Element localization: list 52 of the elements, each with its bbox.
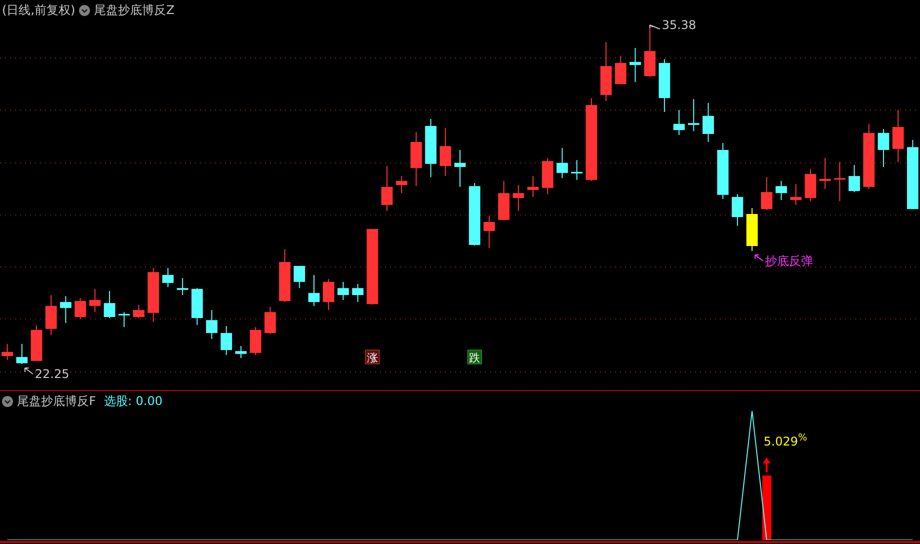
- candlestick: [848, 164, 860, 193]
- candlestick: [294, 265, 306, 289]
- candlestick: [322, 278, 334, 311]
- candlestick: [206, 310, 218, 340]
- candlestick: [484, 216, 495, 249]
- text: 22.25: [34, 367, 70, 381]
- chart-title: (日线,前复权): [2, 2, 76, 19]
- candlestick: [892, 109, 904, 163]
- candlestick: [732, 194, 744, 226]
- candlestick: [527, 176, 539, 198]
- candlestick: [454, 149, 466, 188]
- candlestick: [60, 296, 72, 324]
- candlestick: [74, 297, 86, 320]
- candlestick: [104, 290, 116, 319]
- candlestick: [556, 147, 568, 179]
- candlestick: [235, 345, 247, 359]
- chart-subtitle: 选股: 0.00: [104, 393, 162, 410]
- candlestick: [352, 283, 364, 303]
- candlestick: [250, 326, 262, 356]
- candlestick: [2, 343, 13, 360]
- candlestick: [819, 157, 831, 190]
- candlestick: [614, 55, 626, 85]
- candlestick: [45, 294, 57, 336]
- candlestick: [512, 184, 524, 212]
- chart-title: 尾盘抄底博反F: [17, 393, 96, 410]
- candlestick: [220, 326, 232, 356]
- candlestick: [264, 306, 276, 335]
- candlestick: [760, 176, 772, 211]
- candlestick: [630, 47, 641, 83]
- candlestick: [133, 304, 144, 319]
- candlestick: [308, 274, 320, 306]
- candlestick: [790, 184, 802, 206]
- annotation: 5.029$^{%}$: [764, 432, 808, 448]
- candlestick: [688, 98, 700, 132]
- chart-subtitle: 尾盘抄底博反Z: [94, 2, 174, 19]
- candlestick: [381, 165, 393, 212]
- candlestick: [396, 176, 408, 194]
- candlestick: [176, 278, 188, 296]
- candlestick: [89, 288, 101, 313]
- candlestick: [878, 128, 890, 168]
- candlestick: [571, 160, 583, 180]
- candlestick: [337, 281, 349, 300]
- candlestick: [162, 267, 174, 288]
- candlestick: [702, 102, 714, 142]
- candlestick: [673, 109, 685, 136]
- annotation: 35.38: [662, 18, 696, 32]
- annotation: 抄底反弹: [765, 254, 814, 268]
- candlestick: [776, 180, 787, 201]
- candlestick: [118, 312, 130, 328]
- candlestick: [16, 343, 28, 364]
- candlestick: [834, 162, 846, 202]
- candlestick: [440, 128, 452, 177]
